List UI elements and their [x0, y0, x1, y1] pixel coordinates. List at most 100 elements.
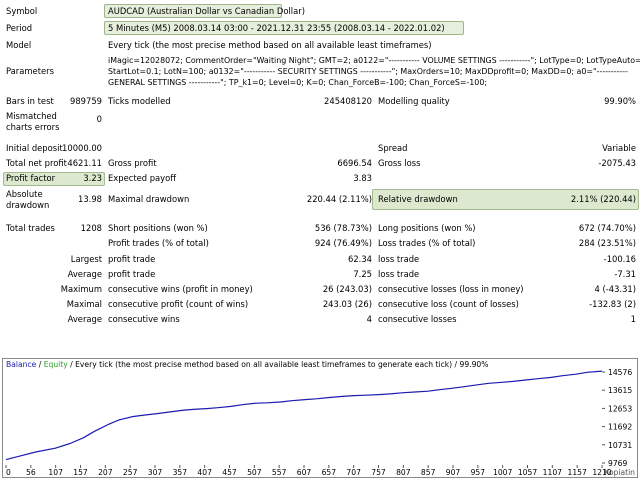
symbol-value: AUDCAD (Australian Dollar vs Canadian Do…	[108, 6, 305, 16]
gross-loss-label: Gross loss	[378, 158, 421, 168]
x-tick-label: 257	[123, 468, 138, 477]
x-tick-label: 957	[471, 468, 486, 477]
spread-value: Variable	[602, 143, 636, 153]
period-field[interactable]	[104, 21, 464, 35]
y-tick-label: 12653	[608, 404, 632, 413]
parameters-line-3: GENERAL SETTINGS -----------"; TP_k1=0; …	[108, 78, 488, 87]
relative-drawdown-highlight[interactable]	[372, 189, 639, 210]
avg-cons-losses-label: consecutive losses	[378, 314, 457, 324]
largest-loss-value: -100.16	[603, 254, 636, 264]
watermark: Kopiatin	[604, 468, 635, 477]
x-tick-label: 907	[446, 468, 461, 477]
x-tick-label: 557	[272, 468, 287, 477]
x-tick-label: 1107	[543, 468, 562, 477]
average-label: Average	[67, 269, 102, 279]
relative-drawdown-value: 2.11% (220.44)	[570, 194, 636, 204]
y-axis-ticks: 14576 13615 12653 11692 10731 9769	[602, 368, 632, 468]
mismatched-label-1: Mismatched	[6, 111, 57, 121]
chart-frame	[2, 358, 638, 478]
spread-label: Spread	[378, 143, 408, 153]
total-trades-label: Total trades	[6, 223, 55, 233]
x-tick-label: 1057	[518, 468, 537, 477]
average-loss-label: loss trade	[378, 269, 420, 279]
maximal-cons-loss-value: -132.83 (2)	[589, 299, 636, 309]
largest-profit-label: profit trade	[108, 254, 156, 264]
x-tick-label: 107	[48, 468, 63, 477]
x-tick-label: 207	[98, 468, 113, 477]
balance-chart: 14576 13615 12653 11692 10731 9769 0 56 107 157 2…	[2, 358, 638, 478]
largest-label: Largest	[70, 254, 102, 264]
period-value: 5 Minutes (M5) 2008.03.14 03:00 - 2021.1…	[108, 23, 445, 33]
long-positions-label: Long positions (won %)	[378, 223, 476, 233]
short-positions-value: 536 (78.73%)	[314, 223, 372, 233]
x-tick-label: 707	[346, 468, 361, 477]
legend-equity: Equity	[44, 360, 69, 369]
maximal-drawdown-label: Maximal drawdown	[108, 194, 190, 204]
x-tick-label: 657	[322, 468, 337, 477]
chart-series	[5, 370, 603, 461]
mismatched-label-2: charts errors	[6, 122, 60, 132]
absolute-drawdown-value: 13.98	[78, 194, 102, 204]
symbol-field[interactable]	[104, 4, 282, 18]
x-tick-label: 407	[197, 468, 212, 477]
largest-profit-value: 62.34	[348, 254, 372, 264]
bars-in-test-value: 989759	[70, 96, 102, 106]
gross-profit-value: 6696.54	[337, 158, 372, 168]
average-profit-label: profit trade	[108, 269, 156, 279]
absolute-drawdown-label-2: drawdown	[6, 200, 50, 210]
gross-profit-label: Gross profit	[108, 158, 157, 168]
legend-balance: Balance	[6, 360, 37, 369]
x-axis-ticks: 0 56 107 157 207 257 307 357 407 457 507 557 607 657 7…	[5, 465, 612, 477]
bars-in-test-label: Bars in test	[6, 96, 54, 106]
x-tick-label: 1157	[568, 468, 587, 477]
max-cons-wins-value: 26 (243.03)	[322, 284, 372, 294]
legend-description: / Every tick (the most precise method ba…	[70, 360, 488, 369]
long-positions-value: 672 (74.70%)	[578, 223, 636, 233]
average-loss-value: -7.31	[614, 269, 636, 279]
chart-legend: Balance / Equity / Every tick (the most …	[6, 360, 488, 369]
model-label: Model	[6, 40, 32, 50]
relative-drawdown-label: Relative drawdown	[378, 194, 458, 204]
maximal-drawdown-value: 220.44 (2.11%)	[306, 194, 372, 204]
profit-factor-highlight[interactable]	[3, 172, 105, 186]
loss-trades-label: Loss trades (% of total)	[378, 238, 476, 248]
avg-cons-losses-value: 1	[630, 314, 636, 324]
maximal-label: Maximal	[66, 299, 102, 309]
x-tick-label: 457	[222, 468, 237, 477]
legend-sep: /	[39, 360, 42, 369]
total-net-profit-value: 4621.11	[67, 158, 102, 168]
x-tick-label: 1210	[592, 468, 611, 477]
modelling-quality-value: 99.90%	[604, 96, 636, 106]
profit-trades-value: 924 (76.49%)	[314, 238, 372, 248]
initial-deposit-label: Initial deposit	[6, 143, 63, 153]
maximal-cons-profit-label: consecutive profit (count of wins)	[108, 299, 249, 309]
y-tick-label: 13615	[608, 386, 632, 395]
total-net-profit-label: Total net profit	[6, 158, 67, 168]
symbol-label: Symbol	[6, 6, 38, 16]
profit-trades-label: Profit trades (% of total)	[108, 238, 209, 248]
short-positions-label: Short positions (won %)	[108, 223, 208, 233]
x-tick-label: 757	[371, 468, 386, 477]
modelling-quality-label: Modelling quality	[378, 96, 450, 106]
parameters-line-2: StartLot=0.1; LotN=100; a0132="---------…	[108, 67, 628, 76]
avg-cons-wins-value: 4	[366, 314, 372, 324]
average-profit-value: 7.25	[353, 269, 372, 279]
parameters-line-1: iMagic=12028072; CommentOrder="Waiting N…	[108, 56, 640, 65]
x-tick-label: 0	[6, 468, 11, 477]
ticks-modelled-value: 245408120	[324, 96, 372, 106]
ticks-modelled-label: Ticks modelled	[108, 96, 171, 106]
average2-label: Average	[67, 314, 102, 324]
maximal-cons-profit-value: 243.03 (26)	[322, 299, 372, 309]
max-cons-losses-value: 4 (-43.31)	[594, 284, 636, 294]
expected-payoff-value: 3.83	[353, 173, 372, 183]
gross-loss-value: -2075.43	[598, 158, 636, 168]
x-tick-label: 357	[173, 468, 188, 477]
x-tick-label: 507	[247, 468, 262, 477]
x-tick-label: 607	[297, 468, 312, 477]
initial-deposit-value: 10000.00	[62, 143, 102, 153]
parameters-label: Parameters	[6, 66, 54, 76]
y-tick-label: 11692	[608, 423, 632, 432]
maximum-label: Maximum	[60, 284, 102, 294]
x-tick-label: 56	[26, 468, 36, 477]
profit-factor-label: Profit factor	[6, 173, 56, 183]
